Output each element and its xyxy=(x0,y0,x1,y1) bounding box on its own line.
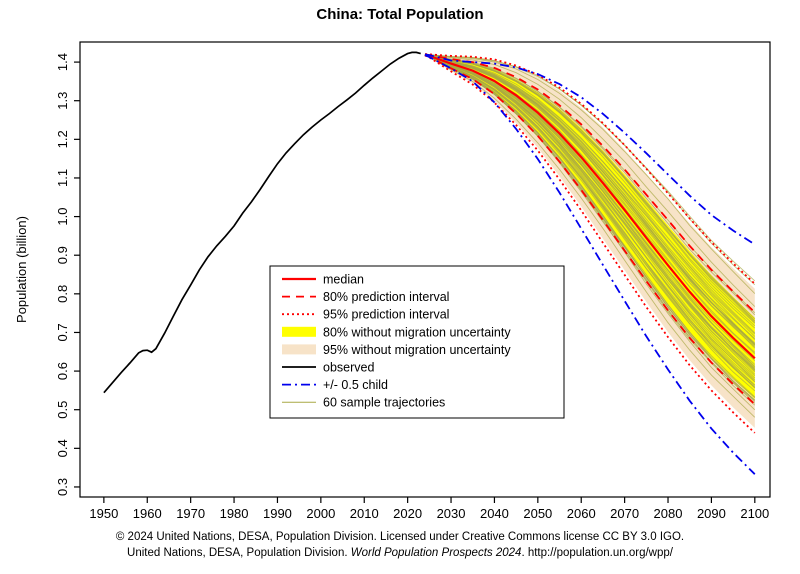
x-tick-label: 2020 xyxy=(393,506,422,521)
footer-citation-pre: United Nations, DESA, Population Divisio… xyxy=(127,547,351,559)
sample-trajectory xyxy=(424,54,756,349)
legend-label: observed xyxy=(323,361,374,375)
band-80-without-migration xyxy=(425,54,755,399)
y-tick-label: 0.3 xyxy=(55,478,70,496)
sample-trajectory xyxy=(424,53,756,327)
y-tick-label: 1.0 xyxy=(55,208,70,226)
y-tick-label: 0.8 xyxy=(55,285,70,303)
x-tick-label: 2030 xyxy=(437,506,466,521)
sample-trajectory xyxy=(424,53,756,307)
observed-line xyxy=(103,51,421,394)
footer-citation: United Nations, DESA, Population Divisio… xyxy=(0,547,800,559)
y-tick-label: 0.9 xyxy=(55,246,70,264)
legend-label: 95% prediction interval xyxy=(323,308,449,322)
x-tick-label: 1950 xyxy=(89,506,118,521)
legend-label: 60 sample trajectories xyxy=(323,396,445,410)
y-tick-label: 1.4 xyxy=(55,53,70,71)
x-tick-label: 1970 xyxy=(176,506,205,521)
sample-trajectory xyxy=(424,54,756,386)
legend-label: 80% prediction interval xyxy=(323,290,449,304)
x-tick-label: 2040 xyxy=(480,506,509,521)
x-tick-label: 2090 xyxy=(697,506,726,521)
x-tick-label: 2070 xyxy=(610,506,639,521)
legend-label: +/- 0.5 child xyxy=(323,378,388,392)
x-tick-label: 1960 xyxy=(133,506,162,521)
x-tick-label: 2050 xyxy=(523,506,552,521)
legend-swatch-yellow-band xyxy=(282,326,316,337)
footer-copyright: © 2024 United Nations, DESA, Population … xyxy=(115,531,685,543)
half-child-upper-line xyxy=(424,53,756,246)
y-tick-label: 1.1 xyxy=(55,169,70,187)
y-tick-label: 0.7 xyxy=(55,323,70,341)
y-tick-label: 0.4 xyxy=(55,439,70,457)
half-child-lower-line xyxy=(424,54,756,475)
y-tick-label: 1.2 xyxy=(55,130,70,148)
pi95-upper-line xyxy=(424,53,756,285)
pi80-lower-line xyxy=(424,54,756,405)
y-tick-label: 1.3 xyxy=(55,92,70,110)
sample-trajectory xyxy=(424,54,756,373)
sample-trajectory xyxy=(424,54,756,340)
legend-label: 95% without migration uncertainty xyxy=(323,343,511,357)
footer-citation-url: . http://population.un.org/wpp/ xyxy=(521,547,673,559)
band-95-without-migration xyxy=(425,54,755,428)
legend-label: median xyxy=(323,273,364,287)
sample-trajectory xyxy=(424,54,756,401)
pi80-upper-line xyxy=(424,53,756,314)
x-tick-label: 2010 xyxy=(350,506,379,521)
y-tick-label: 0.5 xyxy=(55,401,70,419)
sample-trajectory xyxy=(424,53,756,294)
x-tick-label: 2100 xyxy=(740,506,769,521)
legend-label: 80% without migration uncertainty xyxy=(323,325,511,339)
legend-swatch-tan-band xyxy=(282,344,316,355)
plot-box xyxy=(79,41,771,498)
x-tick-label: 2000 xyxy=(306,506,335,521)
footer-citation-source: World Population Prospects 2024 xyxy=(350,547,522,559)
y-axis-label: Population (billion) xyxy=(14,216,29,323)
x-tick-label: 1980 xyxy=(220,506,249,521)
chart-title: China: Total Population xyxy=(316,6,484,23)
sample-trajectory xyxy=(424,54,756,388)
median-line xyxy=(424,53,756,360)
y-tick-label: 0.6 xyxy=(55,362,70,380)
legend-box xyxy=(269,265,565,419)
sample-trajectory xyxy=(424,54,756,372)
x-tick-label: 2080 xyxy=(654,506,683,521)
x-tick-label: 1990 xyxy=(263,506,292,521)
x-tick-label: 2060 xyxy=(567,506,596,521)
